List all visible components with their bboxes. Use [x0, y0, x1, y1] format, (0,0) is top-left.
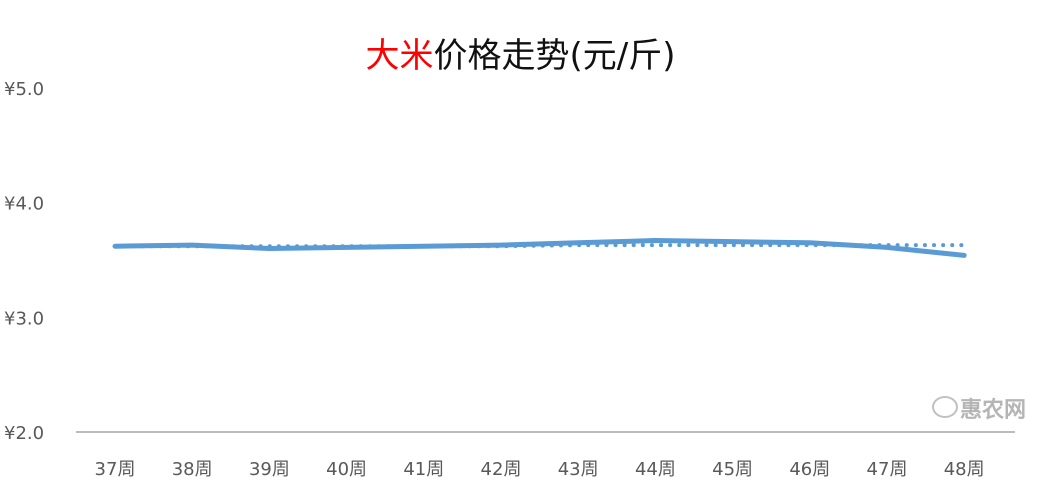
x-tick-label: 42周 — [481, 459, 522, 480]
chart-title: 大米价格走势(元/斤) — [0, 28, 1041, 77]
x-tick-label: 46周 — [789, 459, 830, 480]
watermark: 惠农网 — [960, 398, 1027, 423]
title-rest: 价格走势(元/斤) — [433, 36, 676, 76]
y-tick-label: ¥4.0 — [4, 194, 44, 215]
x-tick-label: 43周 — [558, 459, 599, 480]
y-tick-label: ¥2.0 — [4, 423, 44, 444]
x-tick-label: 44周 — [635, 459, 676, 480]
x-tick-label: 40周 — [326, 459, 367, 480]
x-tick-label: 39周 — [249, 459, 290, 480]
x-tick-label: 47周 — [867, 459, 908, 480]
title-highlight: 大米 — [365, 36, 434, 76]
price-line — [112, 238, 967, 258]
y-tick-label: ¥3.0 — [4, 308, 44, 329]
weibo-logo-icon — [932, 396, 958, 418]
x-tick-label: 37周 — [95, 459, 136, 480]
x-tick-label: 48周 — [944, 459, 985, 480]
x-tick-label: 41周 — [403, 459, 444, 480]
y-tick-label: ¥5.0 — [4, 79, 44, 100]
x-tick-label: 45周 — [712, 459, 753, 480]
x-tick-label: 38周 — [172, 459, 213, 480]
